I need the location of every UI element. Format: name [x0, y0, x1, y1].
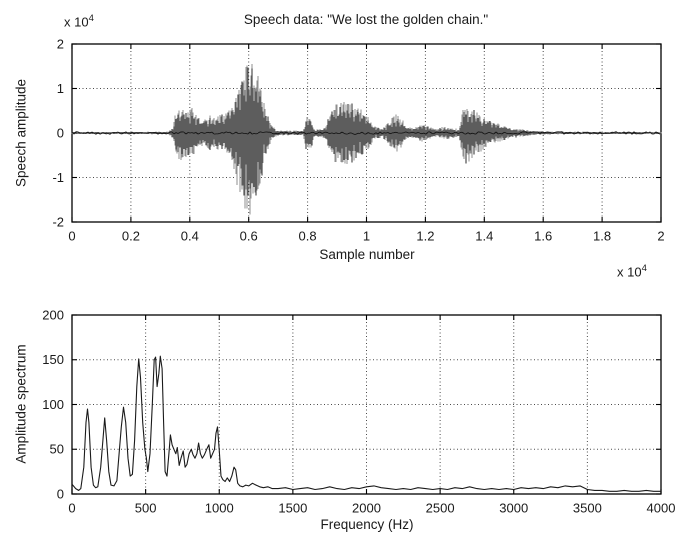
x-tick-label: 3000: [499, 500, 528, 515]
x-tick-label: 1.6: [534, 228, 552, 243]
x-tick-label: 0.8: [299, 228, 317, 243]
y-tick-label: -1: [52, 170, 64, 185]
plot-frame: [71, 314, 662, 495]
tick-labels: 0 500 1000 1500 2000 2500 3000 3500 4000 0 50 100 15…: [42, 307, 675, 515]
waveform-trace: [71, 64, 662, 215]
x-tick-label: 0: [68, 228, 75, 243]
x-multiplier-exp: 4: [641, 263, 647, 274]
y-multiplier-exp: 4: [88, 13, 94, 24]
x-tick-label: 1.8: [593, 228, 611, 243]
y-tick-label: 150: [42, 352, 64, 367]
spectrum-line: [71, 355, 661, 492]
x-tick-label: 0.6: [240, 228, 258, 243]
x-tick-label: 0: [68, 500, 75, 515]
amplitude-spectrum-plot: 0 500 1000 1500 2000 2500 3000 3500 4000 0 50 100 15…: [42, 307, 675, 515]
waveform-baseline: [71, 131, 661, 135]
x-tick-label: 4000: [647, 500, 676, 515]
x-tick-label: 1.2: [416, 228, 434, 243]
y-axis-multiplier: x 104: [64, 13, 94, 29]
spectrum-trace: [71, 355, 661, 492]
x-multiplier-base: x 10: [617, 264, 642, 280]
tick-labels: 0 0.2 0.4 0.6 0.8 1 1.2 1.4 1.6 1.8 2 -2 -1 0 1 2: [52, 36, 664, 243]
y-tick-label: 100: [42, 397, 64, 412]
y-tick-label: 200: [42, 307, 64, 322]
x-tick-label: 1000: [205, 500, 234, 515]
x-tick-label: 2: [657, 228, 664, 243]
x-tick-label: 0.2: [122, 228, 140, 243]
x-tick-label: 3500: [573, 500, 602, 515]
y-tick-label: 2: [57, 36, 64, 51]
x-tick-label: 1500: [278, 500, 307, 515]
y-tick-label: 50: [50, 442, 64, 457]
y-tick-label: 1: [57, 81, 64, 96]
y-tick-label: 0: [57, 125, 64, 140]
y-axis-label-amplitude-spectrum: Amplitude spectrum: [13, 344, 29, 464]
y-axis-label-speech-amplitude: Speech amplitude: [13, 78, 29, 188]
x-tick-label: 2000: [352, 500, 381, 515]
speech-waveform-plot: 0 0.2 0.4 0.6 0.8 1 1.2 1.4 1.6 1.8 2 -2 -1 0 1 2: [52, 36, 664, 243]
chart-title: Speech data: "We lost the golden chain.": [243, 12, 489, 27]
y-multiplier-base: x 10: [64, 14, 89, 30]
x-tick-label: 500: [135, 500, 157, 515]
x-tick-label: 2500: [426, 500, 455, 515]
x-tick-label: 1: [363, 228, 370, 243]
y-tick-label: 0: [57, 486, 64, 501]
x-axis-multiplier: x 104: [617, 263, 647, 279]
x-axis-label-frequency: Frequency (Hz): [320, 517, 414, 532]
x-tick-label: 0.4: [181, 228, 199, 243]
grid-lines: [72, 315, 661, 494]
y-tick-label: -2: [52, 214, 64, 229]
x-axis-label-sample-number: Sample number: [319, 247, 415, 262]
x-tick-label: 1.4: [475, 228, 493, 243]
